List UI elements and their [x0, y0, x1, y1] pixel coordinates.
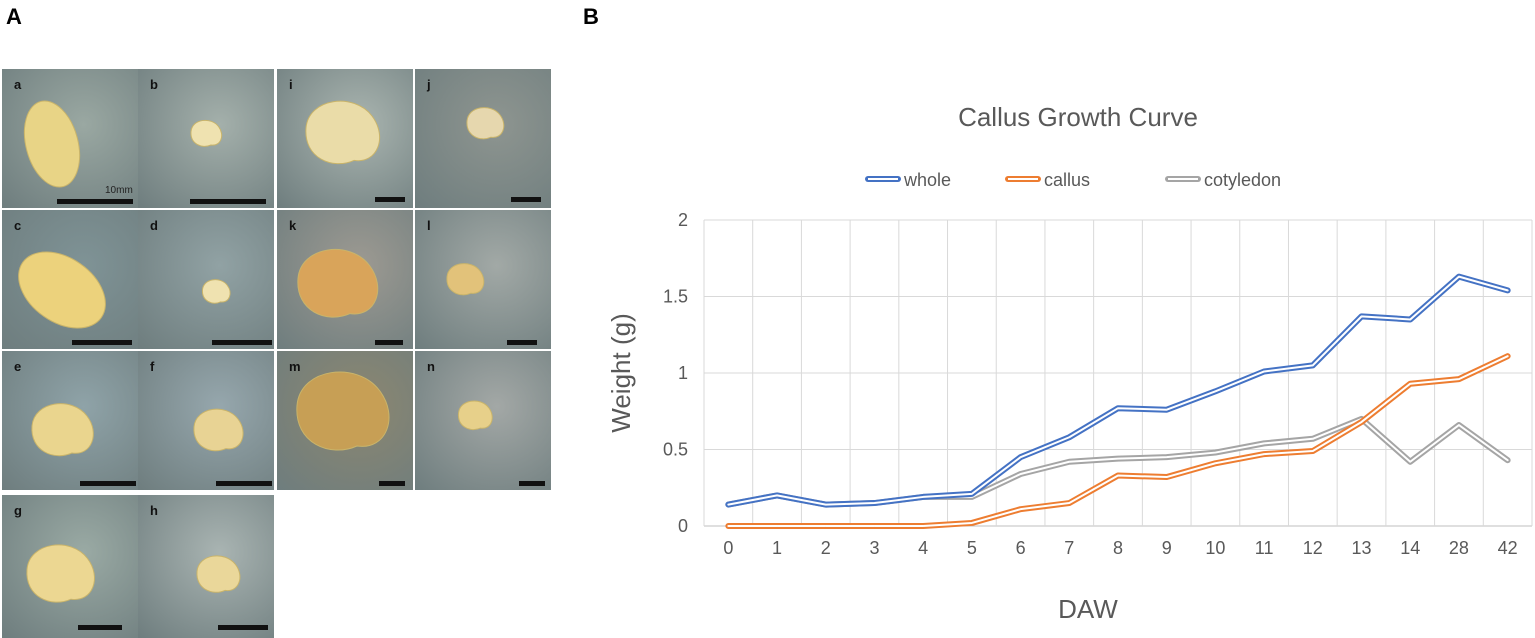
specimen-h [196, 555, 241, 593]
x-tick-label: 3 [869, 538, 879, 558]
chart-title: Callus Growth Curve [958, 102, 1198, 132]
photo-letter-i: i [289, 77, 293, 92]
photo-b: b [138, 69, 274, 208]
scale-bar [212, 340, 272, 345]
x-tick-label: 14 [1400, 538, 1420, 558]
specimen-e [31, 403, 94, 457]
x-tick-label: 13 [1352, 538, 1372, 558]
photo-letter-a: a [14, 77, 22, 92]
photo-letter-g: g [14, 503, 22, 518]
scale-bar [375, 197, 405, 202]
series-line-inner-cotyledon [727, 417, 1509, 506]
specimen-a [23, 100, 81, 188]
x-tick-label: 2 [821, 538, 831, 558]
photo-letter-m: m [289, 359, 301, 374]
series-line-cotyledon [725, 415, 1511, 508]
x-tick-label: 8 [1113, 538, 1123, 558]
photo-h: h [138, 495, 274, 638]
photo-e: e [2, 351, 138, 490]
y-tick-label: 2 [678, 210, 688, 230]
photo-j: j [415, 69, 551, 208]
specimen-c [18, 251, 106, 329]
x-tick-label: 6 [1016, 538, 1026, 558]
scale-bar [216, 481, 272, 486]
photo-letter-f: f [150, 359, 155, 374]
photo-m: m [277, 351, 413, 490]
y-tick-label: 1.5 [663, 287, 688, 307]
legend-label-callus: callus [1044, 170, 1090, 190]
photo-l: l [415, 210, 551, 349]
scale-bar [507, 340, 537, 345]
x-tick-label: 12 [1303, 538, 1323, 558]
specimen-k [297, 249, 379, 318]
specimen-photo-grid: a 10mm b c d e f g h i j k l m n [0, 69, 553, 638]
y-tick-label: 0 [678, 516, 688, 536]
scale-bar [190, 199, 266, 204]
scale-bar [519, 481, 545, 486]
callus-growth-chart: Callus Growth Curve whole callus cotyledon 0… [606, 102, 1533, 624]
photo-letter-h: h [150, 503, 158, 518]
x-tick-label: 28 [1449, 538, 1469, 558]
scale-bar [511, 197, 541, 202]
scale-bar [379, 481, 405, 486]
photo-g: g [2, 495, 138, 638]
panel-label-a: A [6, 4, 22, 29]
x-tick-label: 9 [1162, 538, 1172, 558]
specimen-m [296, 371, 390, 451]
specimen-b [190, 119, 223, 147]
series-line-whole [725, 273, 1511, 508]
scale-bar-label: 10mm [105, 185, 133, 196]
photo-c: c [2, 210, 138, 349]
specimen-j [466, 107, 505, 140]
photo-letter-c: c [14, 218, 22, 233]
series-line-inner-whole [727, 275, 1509, 506]
photo-letter-k: k [289, 218, 297, 233]
y-axis-label: Weight (g) [606, 313, 636, 432]
specimen-n [457, 400, 493, 431]
photo-n: n [415, 351, 551, 490]
x-tick-label: 1 [772, 538, 782, 558]
x-tick-label: 5 [967, 538, 977, 558]
x-tick-label: 10 [1205, 538, 1225, 558]
x-tick-label: 42 [1498, 538, 1518, 558]
scale-bar [218, 625, 268, 630]
photo-letter-e: e [14, 359, 22, 374]
specimen-f [193, 408, 244, 452]
legend-label-whole: whole [903, 170, 951, 190]
y-tick-label: 1 [678, 363, 688, 383]
x-tick-label: 0 [723, 538, 733, 558]
photo-letter-j: j [427, 77, 431, 92]
legend-label-cotyledon: cotyledon [1204, 170, 1281, 190]
scale-bar [375, 340, 403, 345]
specimen-d [201, 279, 231, 304]
x-tick-label: 11 [1255, 538, 1274, 558]
scale-bar [80, 481, 136, 486]
x-tick-label: 7 [1064, 538, 1074, 558]
x-tick-label: 4 [918, 538, 928, 558]
photo-f: f [138, 351, 274, 490]
x-axis-label: DAW [1058, 594, 1118, 624]
photo-d: d [138, 210, 274, 349]
panel-label-b: B [583, 4, 599, 29]
specimen-g [26, 544, 95, 603]
photo-letter-d: d [150, 218, 158, 233]
scale-bar [57, 199, 133, 204]
specimen-l [446, 263, 485, 296]
photo-letter-b: b [150, 77, 158, 92]
photo-a: a 10mm [2, 69, 138, 208]
scale-bar [78, 625, 122, 630]
scale-bar [72, 340, 132, 345]
photo-k: k [277, 210, 413, 349]
specimen-i [305, 100, 381, 165]
photo-i: i [277, 69, 413, 208]
y-tick-label: 0.5 [663, 440, 688, 460]
photo-letter-n: n [427, 359, 435, 374]
photo-letter-l: l [427, 218, 431, 233]
